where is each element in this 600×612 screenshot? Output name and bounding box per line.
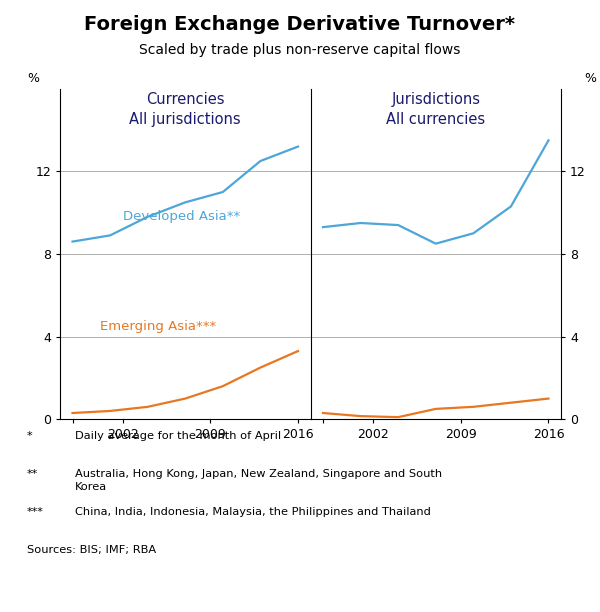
Text: Sources: BIS; IMF; RBA: Sources: BIS; IMF; RBA: [27, 545, 156, 555]
Text: **: **: [27, 469, 38, 479]
Text: Emerging Asia***: Emerging Asia***: [100, 320, 217, 334]
Text: ***: ***: [27, 507, 44, 517]
Text: Currencies
All jurisdictions: Currencies All jurisdictions: [130, 92, 241, 127]
Text: %: %: [584, 72, 596, 86]
Text: Developed Asia**: Developed Asia**: [122, 209, 240, 223]
Text: *: *: [27, 431, 32, 441]
Text: Foreign Exchange Derivative Turnover*: Foreign Exchange Derivative Turnover*: [85, 15, 515, 34]
Text: Australia, Hong Kong, Japan, New Zealand, Singapore and South
Korea: Australia, Hong Kong, Japan, New Zealand…: [75, 469, 442, 492]
Text: Jurisdictions
All currencies: Jurisdictions All currencies: [386, 92, 485, 127]
Text: %: %: [28, 72, 40, 86]
Text: China, India, Indonesia, Malaysia, the Philippines and Thailand: China, India, Indonesia, Malaysia, the P…: [75, 507, 431, 517]
Text: Daily average for the month of April: Daily average for the month of April: [75, 431, 281, 441]
Text: Scaled by trade plus non-reserve capital flows: Scaled by trade plus non-reserve capital…: [139, 43, 461, 57]
